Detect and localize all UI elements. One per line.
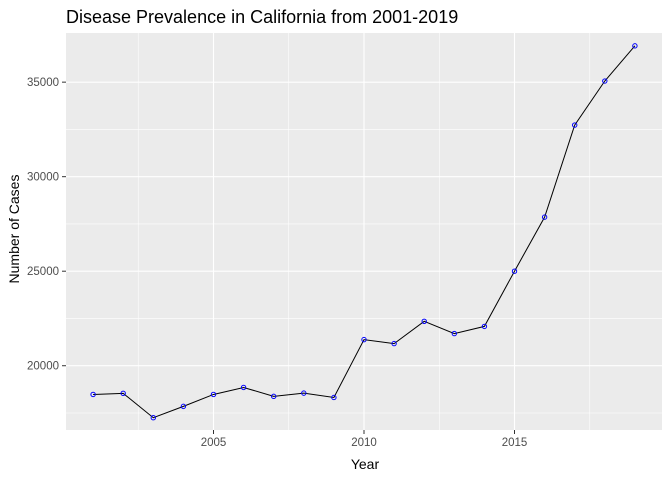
data-point <box>331 394 337 401</box>
major-gridlines <box>66 33 662 430</box>
x-axis: 2005 2010 2015 <box>201 430 528 449</box>
chart-title: Disease Prevalence in California from 20… <box>66 7 458 27</box>
data-point <box>421 318 427 324</box>
data-point <box>240 384 247 391</box>
data-point <box>301 390 307 396</box>
series-line <box>93 45 636 419</box>
y-tick-label: 35000 <box>27 77 59 89</box>
data-point <box>210 391 217 398</box>
y-tick-label: 25000 <box>27 266 59 278</box>
data-point <box>572 122 578 128</box>
data-point <box>120 390 126 397</box>
x-tick-label: 2005 <box>201 437 227 449</box>
y-tick-label: 20000 <box>27 361 59 373</box>
data-point <box>451 330 458 337</box>
data-point <box>180 403 187 410</box>
data-point <box>511 268 518 274</box>
data-point <box>270 393 277 400</box>
data-point <box>541 214 548 220</box>
x-tick-label: 2010 <box>351 437 377 449</box>
data-points <box>90 43 638 421</box>
data-point <box>602 78 608 84</box>
x-axis-title: Year <box>351 456 380 472</box>
data-point <box>391 340 397 347</box>
y-axis-title: Number of Cases <box>6 175 22 284</box>
data-point <box>150 415 156 421</box>
data-point <box>361 336 367 343</box>
data-point <box>90 391 96 398</box>
data-point <box>481 323 488 330</box>
y-axis: 20000 25000 30000 35000 <box>27 77 66 373</box>
data-point <box>632 43 638 49</box>
y-tick-label: 30000 <box>27 172 59 184</box>
x-tick-label: 2015 <box>502 437 528 449</box>
